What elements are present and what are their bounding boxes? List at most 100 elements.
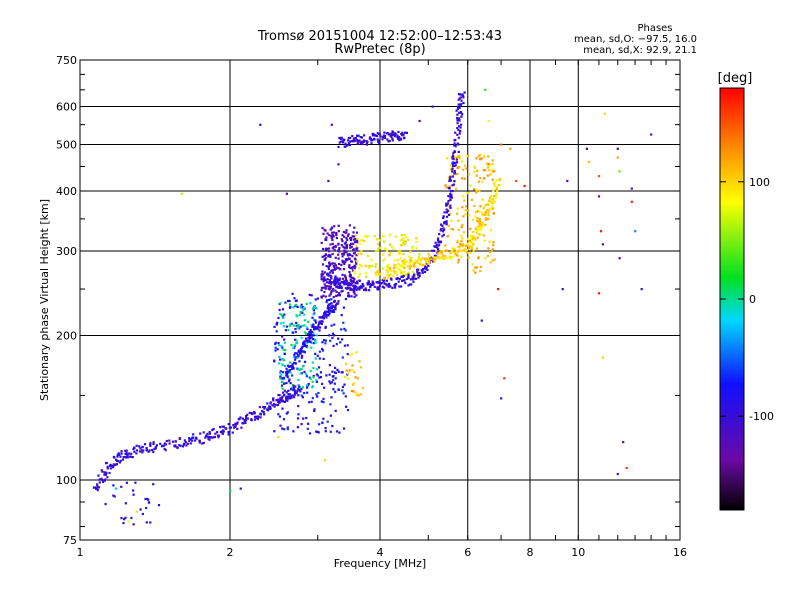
data-point [442,215,445,218]
data-point [443,254,447,258]
data-point [320,400,323,403]
data-point [387,276,390,279]
data-point [493,200,496,203]
data-point [331,336,334,340]
data-point [480,157,483,160]
data-point [311,338,314,341]
data-point [304,341,307,344]
data-point [495,186,498,189]
data-point [321,347,324,351]
data-point [329,430,332,433]
data-point [390,269,393,272]
data-point [118,461,121,464]
data-point [404,281,407,285]
data-point [117,452,120,455]
x-tick-label: 2 [227,546,234,559]
data-point [397,280,400,283]
data-point [400,264,403,267]
data-point [356,237,359,240]
data-point [324,258,327,261]
data-point [349,253,352,257]
data-point [273,405,276,408]
data-point [125,449,128,452]
data-point [515,179,518,183]
data-point [322,357,325,360]
data-point [298,385,301,388]
data-point [462,245,465,248]
data-point [349,136,352,139]
data-point [451,189,454,193]
data-point [395,266,398,269]
data-point [353,295,356,298]
data-point [328,334,331,337]
data-point [285,325,288,328]
data-point [369,285,372,288]
data-point [105,461,108,464]
data-point [382,259,385,262]
data-point [436,239,440,242]
chart-title: Tromsø 20151004 12:52:00–12:53:43 [257,29,502,44]
data-point [424,265,427,268]
data-point [345,282,348,285]
data-point [446,235,449,238]
data-point [383,136,386,139]
data-point [109,467,112,470]
data-point [303,324,306,327]
data-point [333,382,336,385]
data-point [383,258,386,261]
data-point [293,353,296,356]
data-point [348,270,351,274]
data-point [442,233,445,236]
data-point [412,264,415,267]
data-point [135,510,138,513]
data-point [315,368,319,371]
data-point [350,267,353,270]
data-point [462,231,466,234]
data-point [277,399,280,402]
data-point [245,415,248,418]
data-point [445,220,448,223]
data-point [414,259,417,262]
data-point [378,280,381,283]
data-point [353,238,357,241]
data-point [324,238,327,241]
data-point [133,446,136,449]
data-point [488,240,491,243]
data-point [478,189,481,192]
data-point [452,161,455,164]
data-point [458,106,461,109]
data-point [341,338,344,341]
data-point [398,139,401,142]
data-point [191,439,194,442]
data-point [458,119,461,122]
data-point [341,240,344,243]
data-point [279,371,282,374]
data-point [453,170,456,173]
data-point [328,261,331,264]
data-point [337,267,340,270]
data-point [298,389,301,392]
data-point [452,151,455,154]
data-point [324,248,327,251]
data-point [272,402,276,406]
data-point [303,392,306,395]
data-point [297,368,300,371]
data-point [397,268,400,271]
data-point [320,275,323,278]
data-point [348,244,351,247]
data-point [135,452,138,455]
data-point [402,279,405,282]
data-point [162,444,165,447]
data-point [290,322,293,325]
data-point [345,247,348,250]
data-point [445,215,449,218]
data-point [377,269,380,272]
data-point [114,487,117,490]
data-point [452,164,455,168]
data-point [331,238,334,242]
data-point [331,289,334,293]
data-point [344,297,347,301]
data-point [458,157,461,160]
data-point [340,263,343,267]
data-point [497,288,500,291]
